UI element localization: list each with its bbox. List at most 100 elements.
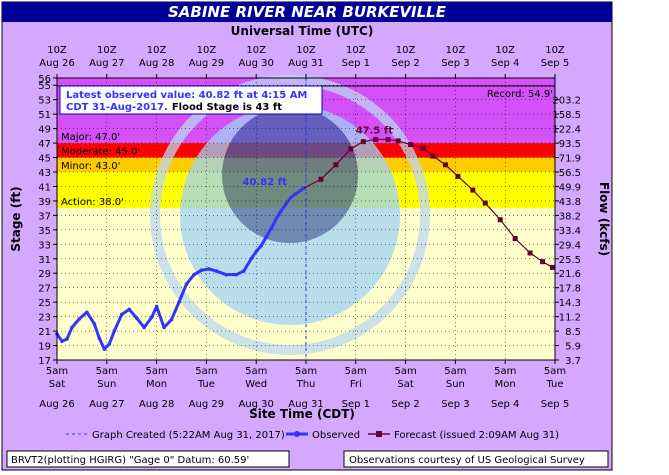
observed-point <box>142 325 146 330</box>
x-tick-date: Sep 3 <box>441 399 469 410</box>
right-axis-title: Flow (kcfs) <box>597 182 611 256</box>
top-tick-time: 10Z <box>396 45 416 56</box>
y-tick-label: 49 <box>38 125 51 136</box>
chart-title: SABINE RIVER NEAR BURKEVILLE <box>168 3 447 21</box>
flood-band-label-action: Action: 38.0' <box>61 197 124 208</box>
x-tick-time: 5am <box>345 366 367 377</box>
observed-point <box>127 307 132 312</box>
y-tick-label: 23 <box>38 313 51 324</box>
y2-tick-label: 203.2 <box>552 96 581 107</box>
top-tick-time: 10Z <box>147 45 167 56</box>
latest-info-line1: Latest observed value: 40.82 ft at 4:15 … <box>66 90 307 101</box>
x-tick-day: Sat <box>397 379 413 390</box>
series-line-observed <box>55 186 306 351</box>
forecast-point <box>512 236 518 242</box>
observed-point <box>284 202 288 206</box>
x-tick-day: Mon <box>495 379 516 390</box>
legend-forecast-label: Forecast (issued 2:09AM Aug 31) <box>394 430 559 441</box>
observed-point <box>269 226 273 231</box>
top-tick-date: Aug 28 <box>139 58 174 69</box>
x-tick-time: 5am <box>295 366 317 377</box>
legend-observed-label: Observed <box>312 430 360 441</box>
forecast-point <box>497 217 503 223</box>
observed-point <box>112 329 117 333</box>
y-tick-label: 55 <box>38 81 51 92</box>
observed-point <box>154 304 159 309</box>
plot-area: Record: 54.9' Action: 38.0' Minor: 43.0' M… <box>55 75 556 361</box>
series-layer: 47.5 ft 40.82 ft <box>55 125 556 351</box>
latest-value-label: 40.82 ft <box>243 177 287 188</box>
top-tick-time: 10Z <box>47 45 67 56</box>
y-tick-label: 41 <box>38 182 51 193</box>
y-tick-label: 37 <box>38 211 51 222</box>
x-tick-day: Tue <box>197 379 215 390</box>
observed-point <box>134 316 139 320</box>
observed-point <box>214 269 219 273</box>
y-tick-label: 47 <box>38 139 51 150</box>
top-tick-time: 10Z <box>97 45 117 56</box>
top-tick-date: Sep 2 <box>391 58 419 69</box>
observed-point <box>97 336 102 341</box>
flood-band-label-moderate: Moderate: 45.0' <box>61 147 140 158</box>
flood-band-label-minor: Minor: 43.0' <box>61 161 120 172</box>
forecast-point <box>550 264 556 270</box>
top-tick-date: Aug 26 <box>39 58 74 69</box>
observed-point <box>169 317 174 322</box>
x-tick-day: Sun <box>97 379 116 390</box>
bottom-axis-title: Site Time (CDT) <box>249 407 355 421</box>
x-tick-time: 5am <box>444 366 466 377</box>
observed-point <box>299 188 303 192</box>
x-tick-date: Aug 26 <box>39 399 74 410</box>
latest-info-line2b: Flood Stage is 43 ft <box>172 102 282 113</box>
x-tick-day: Mon <box>146 379 167 390</box>
x-tick-time: 5am <box>195 366 217 377</box>
observed-point <box>224 272 229 277</box>
forecast-point <box>470 187 476 193</box>
x-tick-time: 5am <box>96 366 118 377</box>
forecast-point <box>318 176 324 182</box>
top-tick-time: 10Z <box>296 45 316 56</box>
y2-tick-label: 33.4 <box>559 226 581 237</box>
forecast-point <box>348 146 354 152</box>
observed-point <box>279 209 283 213</box>
x-tick-date: Aug 28 <box>139 399 174 410</box>
top-tick-date: Aug 27 <box>89 58 124 69</box>
y2-tick-label: 11.2 <box>559 313 581 324</box>
y-tick-label: 53 <box>38 96 51 107</box>
x-tick-date: Sep 5 <box>541 399 569 410</box>
x-tick-date: Aug 27 <box>89 399 124 410</box>
observed-point <box>77 316 82 321</box>
x-tick-date: Sep 2 <box>391 399 419 410</box>
top-tick-date: Sep 4 <box>491 58 519 69</box>
axes: 17 19 21 23 25 27 29 31 33 35 37 39 41 43 45 47 49 51 53 55… <box>38 45 581 410</box>
noaa-watermark <box>150 75 430 355</box>
y-tick-label: 56 <box>38 74 51 85</box>
forecast-point <box>333 162 339 168</box>
y-tick-label: 35 <box>38 226 51 237</box>
top-tick-time: 10Z <box>446 45 466 56</box>
y2-tick-label: 71.9 <box>559 154 581 165</box>
x-tick-date: Aug 30 <box>238 399 273 410</box>
x-tick-day: Tue <box>545 379 563 390</box>
y2-tick-label: 122.4 <box>552 125 581 136</box>
footer: BRVT2(plotting HGIRG) "Gage 0" Datum: 60… <box>6 450 609 468</box>
x-tick-time: 5am <box>394 366 416 377</box>
y2-tick-label: 5.9 <box>565 342 581 353</box>
top-tick-date: Aug 31 <box>288 58 323 69</box>
flood-band-labels: Action: 38.0' Minor: 43.0' Moderate: 45.0'… <box>61 132 140 208</box>
x-tick-date: Aug 29 <box>189 399 224 410</box>
forecast-point <box>430 153 436 159</box>
forecast-point <box>360 139 366 145</box>
footer-left-text: BRVT2(plotting HGIRG) "Gage 0" Datum: 60… <box>11 455 249 466</box>
observed-point <box>199 268 204 273</box>
observed-point <box>162 325 166 330</box>
observed-point <box>102 347 107 351</box>
y2-tick-label: 49.9 <box>559 182 581 193</box>
forecast-point <box>442 162 448 168</box>
x-tick-date: Sep 4 <box>491 399 519 410</box>
x-tick-day: Sun <box>446 379 465 390</box>
latest-info-box-bg <box>59 85 323 115</box>
top-tick-time: 10Z <box>495 45 515 56</box>
observed-point <box>92 322 97 326</box>
